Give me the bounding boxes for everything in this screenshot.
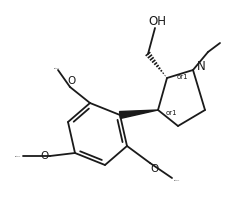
Text: O: O	[150, 164, 158, 174]
Text: or1: or1	[177, 74, 189, 80]
Text: methoxy: methoxy	[15, 155, 21, 157]
Text: methoxy: methoxy	[174, 179, 180, 181]
Polygon shape	[120, 110, 158, 119]
Text: O: O	[41, 151, 49, 161]
Text: N: N	[197, 61, 206, 73]
Text: or1: or1	[166, 110, 178, 116]
Text: OH: OH	[148, 15, 166, 28]
Text: methoxy: methoxy	[54, 67, 60, 69]
Text: O: O	[67, 76, 75, 86]
